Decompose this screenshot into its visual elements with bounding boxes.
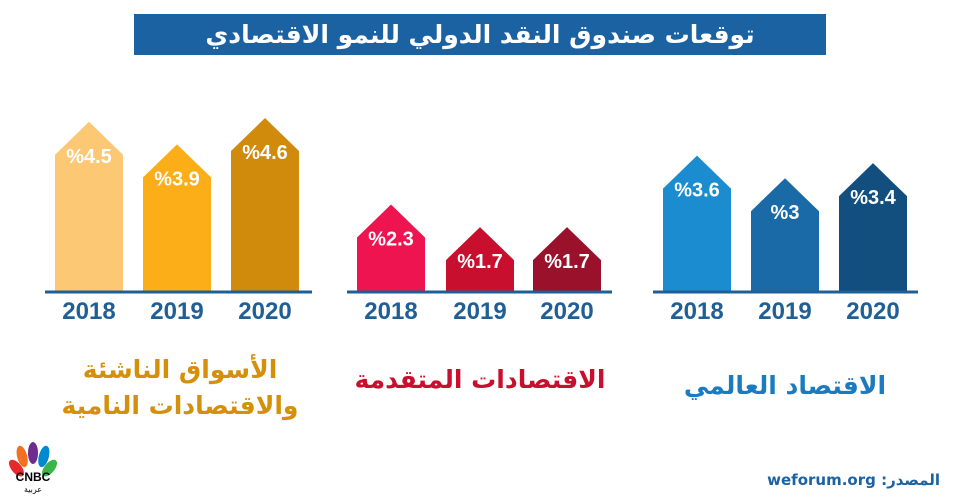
- data-label: %4.6: [242, 142, 288, 164]
- bar: [663, 155, 731, 291]
- svg-text:CNBC: CNBC: [16, 470, 51, 484]
- bar: [751, 178, 819, 291]
- group-label-world: الاقتصاد العالمي: [683, 371, 887, 400]
- group-label-advanced: الاقتصادات المتقدمة: [354, 365, 606, 394]
- bar: [55, 121, 123, 291]
- data-label: %4.5: [66, 146, 112, 168]
- data-label: %3.4: [850, 187, 896, 209]
- x-tick-label: 2019: [758, 298, 811, 325]
- chart-title: توقعات صندوق النقد الدولي للنمو الاقتصاد…: [134, 14, 826, 55]
- x-tick-label: 2018: [62, 298, 115, 325]
- bar: [231, 118, 299, 291]
- cnbc-arabia-logo: CNBC عربية: [9, 442, 57, 494]
- data-label: %1.7: [544, 251, 590, 273]
- bar: [839, 163, 907, 291]
- svg-text:عربية: عربية: [24, 485, 42, 494]
- bar: [446, 227, 514, 291]
- data-label: %3.9: [154, 168, 200, 190]
- bar: [143, 144, 211, 291]
- x-tick-label: 2020: [238, 298, 291, 325]
- data-label: %2.3: [368, 229, 414, 251]
- x-tick-label: 2020: [540, 298, 593, 325]
- source-text: المصدر: weforum.org: [767, 471, 940, 489]
- data-label: %1.7: [457, 251, 503, 273]
- peacock-icon: [9, 442, 57, 477]
- bar: [533, 227, 601, 291]
- data-label: %3.6: [674, 180, 720, 202]
- x-tick-label: 2020: [846, 298, 899, 325]
- x-tick-label: 2019: [453, 298, 506, 325]
- bar: [357, 204, 425, 291]
- x-tick-label: 2019: [150, 298, 203, 325]
- x-tick-label: 2018: [670, 298, 723, 325]
- group-label-emerging: الأسواق الناشئة والاقتصادات النامية: [61, 355, 299, 420]
- data-label: %3: [771, 202, 800, 224]
- x-tick-label: 2018: [364, 298, 417, 325]
